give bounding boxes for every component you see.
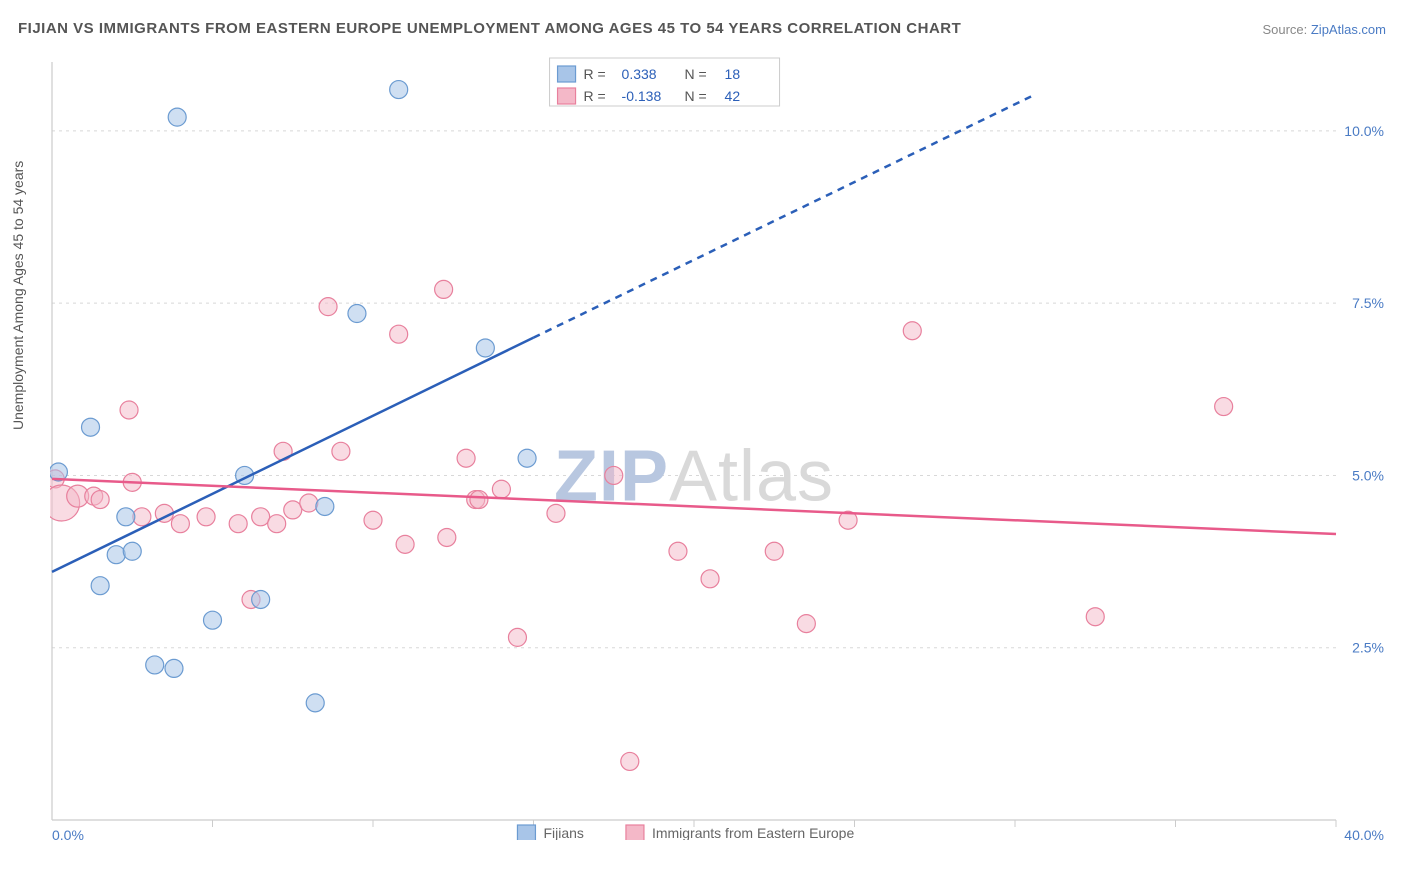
svg-text:42: 42 bbox=[725, 88, 741, 104]
svg-text:0.338: 0.338 bbox=[622, 66, 657, 82]
svg-text:R =: R = bbox=[584, 66, 606, 82]
svg-text:-0.138: -0.138 bbox=[622, 88, 662, 104]
svg-text:N =: N = bbox=[685, 88, 707, 104]
source-prefix: Source: bbox=[1262, 22, 1310, 37]
chart-title: FIJIAN VS IMMIGRANTS FROM EASTERN EUROPE… bbox=[18, 20, 961, 37]
svg-text:0.0%: 0.0% bbox=[52, 827, 84, 840]
svg-text:N =: N = bbox=[685, 66, 707, 82]
svg-text:18: 18 bbox=[725, 66, 741, 82]
svg-text:Immigrants from Eastern Europe: Immigrants from Eastern Europe bbox=[652, 825, 855, 840]
correlation-chart: FIJIAN VS IMMIGRANTS FROM EASTERN EUROPE… bbox=[0, 0, 1406, 892]
svg-text:ZIPAtlas: ZIPAtlas bbox=[554, 436, 834, 516]
svg-text:7.5%: 7.5% bbox=[1352, 295, 1384, 311]
svg-text:R =: R = bbox=[584, 88, 606, 104]
plot-svg: ZIPAtlas 2.5% 5.0% 7.5% 10.0% 0.0% 40.0% R = 0.3… bbox=[50, 50, 1386, 840]
source-link[interactable]: ZipAtlas.com bbox=[1311, 22, 1386, 37]
source-label: Source: ZipAtlas.com bbox=[1262, 22, 1386, 37]
y-axis-label: Unemployment Among Ages 45 to 54 years bbox=[10, 161, 26, 430]
svg-text:40.0%: 40.0% bbox=[1344, 827, 1384, 840]
svg-text:10.0%: 10.0% bbox=[1344, 123, 1384, 139]
svg-text:Fijians: Fijians bbox=[543, 825, 583, 840]
svg-text:2.5%: 2.5% bbox=[1352, 640, 1384, 656]
svg-text:5.0%: 5.0% bbox=[1352, 467, 1384, 483]
